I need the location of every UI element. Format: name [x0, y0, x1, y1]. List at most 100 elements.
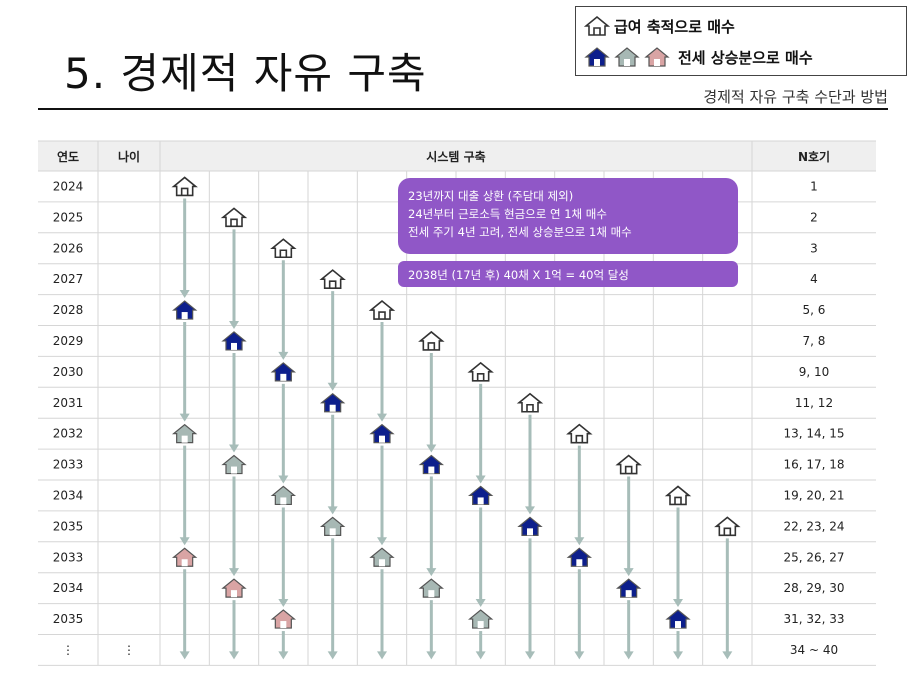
header-count: N호기	[798, 149, 830, 164]
house-gray-icon	[221, 454, 247, 475]
house-gray-icon	[614, 47, 640, 67]
house-outline-icon	[584, 15, 610, 36]
house-gray-icon	[270, 485, 297, 506]
table-header-band	[38, 141, 876, 171]
house-outline-icon	[615, 454, 642, 475]
count-cell: 1	[810, 179, 818, 193]
count-cell: 28, 29, 30	[783, 581, 844, 595]
house-outline-icon	[418, 330, 445, 351]
house-pink-icon	[171, 547, 198, 567]
legend-row-salary: 급여 축적으로 매수	[584, 13, 735, 39]
year-cell: ⋮	[62, 643, 74, 657]
year-cell: 2035	[53, 612, 84, 626]
note-box-goal	[398, 261, 738, 287]
house-pink-icon	[644, 47, 670, 67]
arrow-head	[722, 651, 733, 660]
house-navy-icon	[467, 485, 494, 506]
arrow-head	[278, 651, 289, 660]
arrow-head	[426, 568, 437, 577]
note-strategy-line: 23년까지 대출 상환 (주담대 제외)	[408, 189, 573, 203]
arrow-head	[426, 651, 437, 660]
year-cell: 2034	[53, 581, 84, 595]
year-cell: 2030	[53, 365, 84, 379]
count-cell: 9, 10	[799, 365, 830, 379]
house-navy-icon	[221, 331, 247, 351]
house-navy-icon	[566, 547, 593, 567]
count-cell: 4	[810, 272, 818, 286]
year-cell: 2029	[53, 334, 84, 348]
arrow-head	[278, 351, 289, 360]
house-navy-icon	[171, 300, 198, 320]
legend-salary-label: 급여 축적으로 매수	[614, 17, 735, 36]
arrow-head	[574, 537, 585, 546]
house-navy-icon	[418, 454, 445, 475]
title-divider	[38, 108, 888, 110]
arrow-head	[673, 651, 683, 660]
year-cell: 2031	[53, 396, 84, 410]
house-navy-icon	[319, 392, 346, 413]
year-cell: 2025	[53, 210, 84, 224]
house-outline-icon	[566, 423, 593, 444]
count-cell: 7, 8	[803, 334, 826, 348]
house-outline-icon	[664, 485, 692, 506]
arrow-head	[179, 537, 190, 546]
year-cell: 2028	[53, 303, 84, 317]
house-gray-icon	[171, 423, 198, 444]
arrow-head	[377, 651, 387, 660]
arrow-head	[525, 651, 535, 660]
header-system: 시스템 구축	[426, 149, 485, 164]
count-cell: 34 ~ 40	[790, 643, 838, 657]
arrow-head	[623, 651, 634, 660]
age-cell: ⋮	[123, 643, 135, 657]
house-gray-icon	[319, 516, 346, 536]
page-subtitle: 경제적 자유 구축 수단과 방법	[703, 88, 888, 106]
arrow-head	[278, 475, 289, 484]
count-cell: 2	[810, 210, 818, 224]
house-outline-icon	[368, 300, 396, 320]
house-navy-icon	[615, 578, 642, 598]
page-title: 5. 경제적 자유 구축	[64, 49, 427, 98]
count-cell: 13, 14, 15	[783, 427, 844, 441]
house-navy-icon	[369, 423, 395, 444]
house-outline-icon	[714, 516, 741, 537]
count-cell: 19, 20, 21	[783, 488, 844, 502]
year-cell: 2034	[53, 488, 84, 502]
note-goal-text: 2038년 (17년 후) 40채 X 1억 = 40억 달성	[408, 268, 629, 282]
arrow-head	[475, 599, 486, 608]
arrow-head	[229, 568, 239, 577]
count-cell: 25, 26, 27	[783, 550, 844, 564]
count-cell: 22, 23, 24	[783, 519, 844, 533]
arrow-head	[327, 651, 338, 660]
arrow-head	[623, 568, 634, 577]
year-cell: 2033	[53, 550, 84, 564]
count-cell: 16, 17, 18	[783, 458, 844, 472]
note-box-strategy	[398, 178, 738, 254]
arrow-head	[327, 506, 338, 515]
arrow-head	[475, 475, 486, 484]
arrow-head	[673, 599, 683, 608]
arrow-head	[327, 382, 338, 391]
house-navy-icon	[584, 47, 610, 67]
note-strategy-line: 전세 주기 4년 고려, 전세 상승분으로 1채 매수	[408, 225, 632, 239]
arrow-head	[574, 651, 585, 660]
year-cell: 2024	[53, 179, 84, 193]
house-gray-icon	[467, 609, 494, 629]
house-navy-icon	[517, 516, 543, 536]
year-cell: 2026	[53, 241, 84, 255]
house-outline-icon	[171, 176, 198, 197]
house-pink-icon	[270, 609, 297, 629]
arrow-head	[278, 599, 289, 608]
arrow-head	[179, 413, 190, 422]
arrow-head	[179, 290, 190, 299]
legend-box: 급여 축적으로 매수 전세 상승분으로 매수	[575, 6, 907, 76]
house-gray-icon	[369, 547, 395, 567]
arrow-head	[229, 444, 239, 453]
legend-jeonse-label: 전세 상승분으로 매수	[678, 48, 813, 67]
house-outline-icon	[516, 392, 544, 413]
arrow-head	[377, 537, 387, 546]
header-year: 연도	[57, 149, 79, 164]
arrow-head	[426, 444, 437, 453]
house-outline-icon	[220, 207, 248, 228]
legend-row-jeonse: 전세 상승분으로 매수	[584, 44, 813, 70]
